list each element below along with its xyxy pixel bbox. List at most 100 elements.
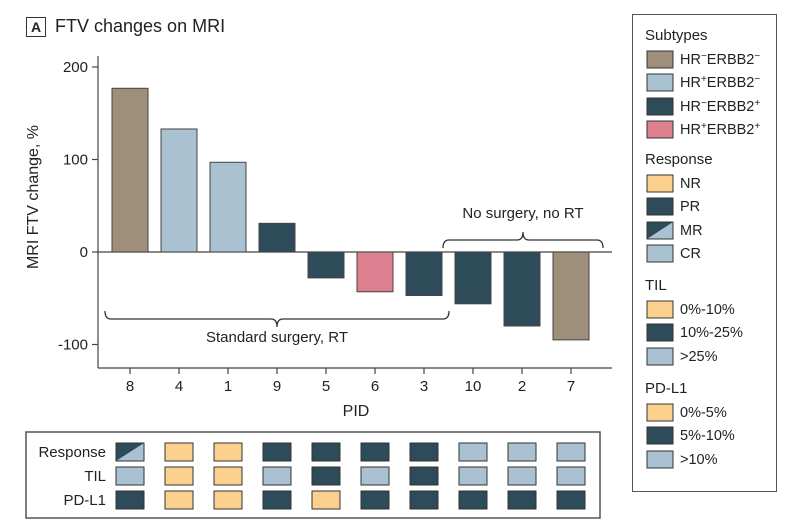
heatmap-cell-mr-triangle <box>116 443 144 461</box>
legend-swatch-mr-triangle <box>647 222 673 239</box>
x-axis-label: PID <box>343 403 370 420</box>
annotation-label: Standard surgery, RT <box>206 329 348 346</box>
x-tick-label: 3 <box>420 378 428 395</box>
heatmap-cell <box>360 490 390 510</box>
legend-swatch-response <box>646 244 674 263</box>
legend-swatch-subtype <box>646 97 674 116</box>
legend-item-label: 5%-10% <box>680 428 735 444</box>
legend-swatch-subtype <box>646 50 674 69</box>
legend-item-label: >25% <box>680 349 718 365</box>
y-tick-label: 0 <box>80 244 88 261</box>
bar-pid-9 <box>258 222 296 253</box>
heatmap-cell <box>115 442 145 462</box>
heatmap-cell <box>507 490 537 510</box>
legend-swatch-til <box>646 300 674 319</box>
heatmap-cell <box>360 442 390 462</box>
heatmap-cell <box>507 466 537 486</box>
bar-pid-4 <box>160 128 198 253</box>
heatmap-cell <box>213 466 243 486</box>
legend-item-label: NR <box>680 176 701 192</box>
heatmap-row-label: PD-L1 <box>63 492 106 509</box>
legend-swatch-response <box>646 197 674 216</box>
legend-swatch-subtype <box>646 120 674 139</box>
heatmap-cell <box>458 442 488 462</box>
annotations: Standard surgery, RT No surgery, no RT <box>104 205 604 346</box>
x-tick-label: 9 <box>273 378 281 395</box>
heatmap-cell <box>164 466 194 486</box>
heatmap-cell <box>262 442 292 462</box>
legend-swatch-subtype <box>646 73 674 92</box>
legend-swatch-pdl1 <box>646 403 674 422</box>
bar-pid-10 <box>454 251 492 305</box>
y-tick-label: 200 <box>63 59 88 76</box>
response-heatmap: Response TIL PD-L1 <box>25 431 601 519</box>
panel-title: FTV changes on MRI <box>55 16 226 36</box>
heatmap-cell <box>311 442 341 462</box>
bar-pid-1 <box>209 161 247 253</box>
heatmap-cell <box>115 490 145 510</box>
annotation-bracket <box>104 310 450 328</box>
legend-swatch-pdl1 <box>646 450 674 469</box>
legend-box <box>632 14 777 492</box>
x-tick-label: 1 <box>224 378 232 395</box>
legend-item-label: 0%-5% <box>680 405 727 421</box>
heatmap-cell <box>409 490 439 510</box>
legend-item-label: HR−ERBB2+ <box>680 98 760 116</box>
heatmap-cell <box>262 466 292 486</box>
y-tick-label: 100 <box>63 152 88 169</box>
annotation-bracket <box>442 231 604 249</box>
legend-heading: Subtypes <box>645 27 708 44</box>
legend-heading: PD-L1 <box>645 380 688 397</box>
legend-swatch-til <box>646 323 674 342</box>
bar-pid-8 <box>111 87 149 253</box>
heatmap-cell <box>262 490 292 510</box>
legend-swatch-response <box>646 174 674 193</box>
bar-pid-7 <box>552 251 590 341</box>
legend-heading: Response <box>645 151 713 168</box>
bar-pid-3 <box>405 251 443 296</box>
heatmap-cell <box>311 466 341 486</box>
legend-swatch <box>646 221 674 240</box>
x-tick-labels: 8 4 1 9 5 6 3 10 2 7 <box>126 368 575 395</box>
x-tick-label: 8 <box>126 378 134 395</box>
annotation-label: No surgery, no RT <box>462 205 583 222</box>
legend-heading: TIL <box>645 277 667 294</box>
heatmap-row-label: Response <box>38 444 106 461</box>
legend-swatch-pdl1 <box>646 426 674 445</box>
heatmap-cell <box>311 490 341 510</box>
bar-pid-5 <box>307 251 345 279</box>
heatmap-cell <box>115 466 145 486</box>
legend-item-label: HR+ERBB2+ <box>680 121 760 139</box>
heatmap-cell <box>556 490 586 510</box>
heatmap-cell <box>213 490 243 510</box>
legend-item-label: MR <box>680 223 703 239</box>
legend-item-label: 0%-10% <box>680 302 735 318</box>
heatmap-cell <box>556 442 586 462</box>
heatmap-cell <box>507 442 537 462</box>
bar-pid-2 <box>503 251 541 327</box>
legend: Subtypes HR−ERBB2− HR+ERBB2− HR−ERBB2+ HR+ER… <box>645 27 760 469</box>
heatmap-cell <box>164 490 194 510</box>
heatmap-cell <box>213 442 243 462</box>
heatmap-frame <box>25 431 601 519</box>
heatmap-cell <box>458 466 488 486</box>
x-tick-label: 2 <box>518 378 526 395</box>
bar-pid-6 <box>356 251 394 293</box>
y-axis-label: MRI FTV change, % <box>25 125 42 269</box>
x-tick-label: 6 <box>371 378 379 395</box>
x-tick-label: 4 <box>175 378 183 395</box>
legend-item-label: HR−ERBB2− <box>680 51 760 69</box>
heatmap-cell <box>164 442 194 462</box>
legend-item-label: >10% <box>680 452 718 468</box>
legend-item-label: 10%-25% <box>680 325 743 341</box>
heatmap-row-label: TIL <box>84 468 106 485</box>
legend-item-label: HR+ERBB2− <box>680 74 760 92</box>
legend-swatch-til <box>646 347 674 366</box>
heatmap-cell <box>409 466 439 486</box>
heatmap-cell <box>458 490 488 510</box>
heatmap-cell <box>360 466 390 486</box>
legend-item-label: CR <box>680 246 701 262</box>
panel-letter: A <box>26 17 46 37</box>
x-tick-label: 5 <box>322 378 330 395</box>
